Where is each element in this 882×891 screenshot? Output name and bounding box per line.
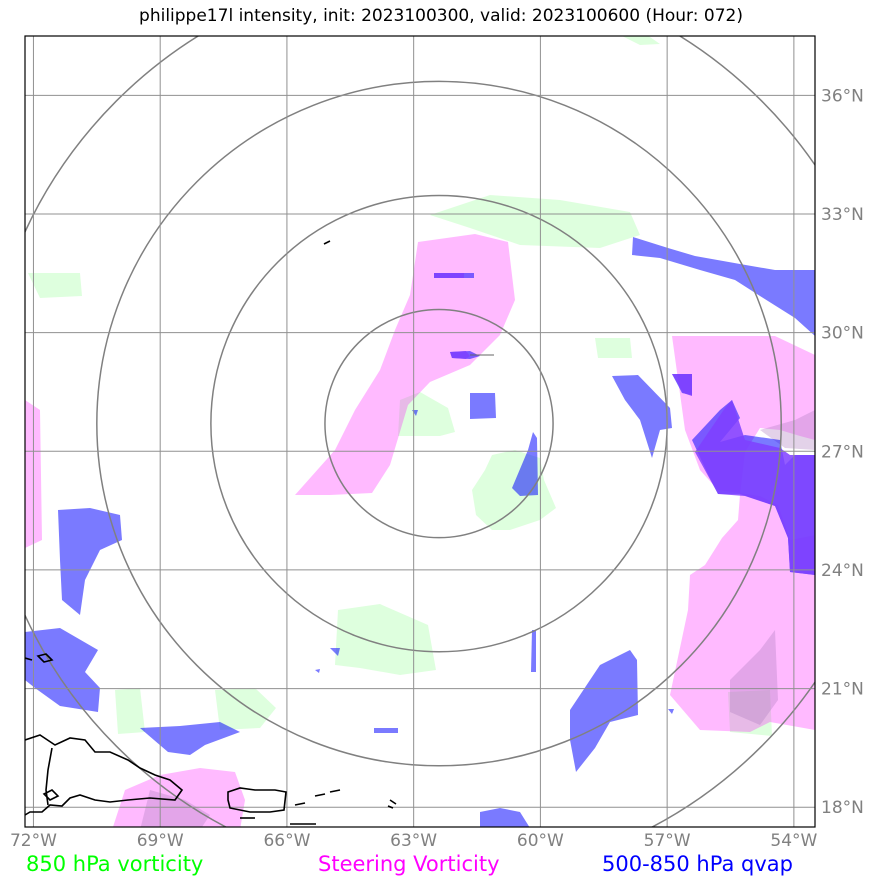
map-title: philippe17l intensity, init: 2023100300,…	[139, 6, 743, 26]
x-tick-label: 63°W	[390, 831, 437, 850]
legend-qvap: 500-850 hPa qvap	[602, 852, 793, 876]
x-tick-label: 60°W	[517, 831, 564, 850]
y-tick-label: 36°N	[821, 86, 864, 106]
y-tick-labels: 36°N 33°N 30°N 27°N 24°N 21°N 18°N	[821, 86, 864, 818]
y-tick-label: 30°N	[821, 324, 864, 344]
y-tick-label: 33°N	[821, 205, 864, 225]
map-figure: 72°W 69°W 66°W 63°W 60°W 57°W 54°W 36°N 33°N 30°…	[10, 35, 864, 850]
y-tick-label: 21°N	[821, 680, 864, 700]
coastlines	[25, 240, 397, 825]
range-ring	[96, 80, 782, 767]
steering-vorticity-layer	[25, 234, 815, 827]
legend-vorticity-850: 850 hPa vorticity	[26, 852, 204, 876]
x-tick-labels: 72°W 69°W 66°W 63°W 60°W 57°W 54°W	[10, 831, 818, 850]
x-tick-label: 69°W	[137, 831, 184, 850]
x-tick-label: 54°W	[770, 831, 817, 850]
x-tick-label: 66°W	[263, 831, 310, 850]
y-tick-label: 24°N	[821, 561, 864, 581]
x-tick-label: 72°W	[10, 831, 57, 850]
y-tick-label: 27°N	[821, 442, 864, 462]
x-tick-label: 57°W	[644, 831, 691, 850]
gridlines	[25, 36, 815, 827]
range-ring	[324, 308, 554, 539]
qvap-steering-overlap-layer	[434, 273, 815, 575]
y-tick-label: 18°N	[821, 798, 864, 818]
legend-steering-vorticity: Steering Vorticity	[318, 852, 500, 876]
axes-frame	[24, 35, 816, 828]
